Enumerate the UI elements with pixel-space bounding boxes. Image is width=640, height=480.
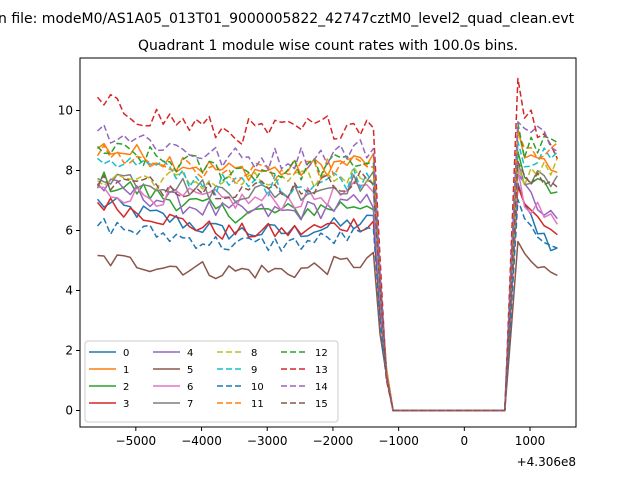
legend-label: 11 bbox=[251, 399, 264, 410]
x-tick-label: 1000 bbox=[515, 434, 546, 448]
legend-label: 13 bbox=[315, 365, 328, 376]
legend-label: 0 bbox=[123, 348, 129, 359]
legend-label: 14 bbox=[315, 382, 328, 393]
x-offset-label: +4.306e8 bbox=[517, 455, 576, 469]
y-tick-label: 6 bbox=[65, 224, 73, 238]
legend-label: 4 bbox=[187, 348, 193, 359]
legend-label: 10 bbox=[251, 382, 264, 393]
y-tick-label: 4 bbox=[65, 284, 73, 298]
y-tick-label: 0 bbox=[65, 404, 73, 418]
x-tick-label: −1000 bbox=[378, 434, 419, 448]
x-tick-label: 0 bbox=[460, 434, 468, 448]
legend-label: 15 bbox=[315, 399, 328, 410]
legend-label: 2 bbox=[123, 382, 129, 393]
x-tick-label: −5000 bbox=[116, 434, 157, 448]
y-tick-label: 10 bbox=[58, 104, 73, 118]
series-line-14 bbox=[96, 121, 558, 412]
y-tick-label: 2 bbox=[65, 344, 73, 358]
figure-suptitle: n file: modeM0/AS1A05_013T01_9000005822_… bbox=[0, 11, 575, 27]
legend-label: 7 bbox=[187, 399, 193, 410]
legend-label: 8 bbox=[251, 348, 257, 359]
legend-label: 9 bbox=[251, 365, 257, 376]
x-tick-label: −2000 bbox=[313, 434, 354, 448]
legend-box bbox=[84, 340, 339, 423]
x-tick-label: −4000 bbox=[181, 434, 222, 448]
legend-label: 1 bbox=[123, 365, 129, 376]
legend-label: 12 bbox=[315, 348, 328, 359]
x-tick-label: −3000 bbox=[247, 434, 288, 448]
chart-title: Quadrant 1 module wise count rates with … bbox=[138, 38, 518, 54]
legend-label: 6 bbox=[187, 382, 193, 393]
legend-label: 3 bbox=[123, 399, 129, 410]
plot-frame bbox=[79, 57, 577, 428]
legend-label: 5 bbox=[187, 365, 193, 376]
y-tick-label: 8 bbox=[65, 164, 73, 178]
